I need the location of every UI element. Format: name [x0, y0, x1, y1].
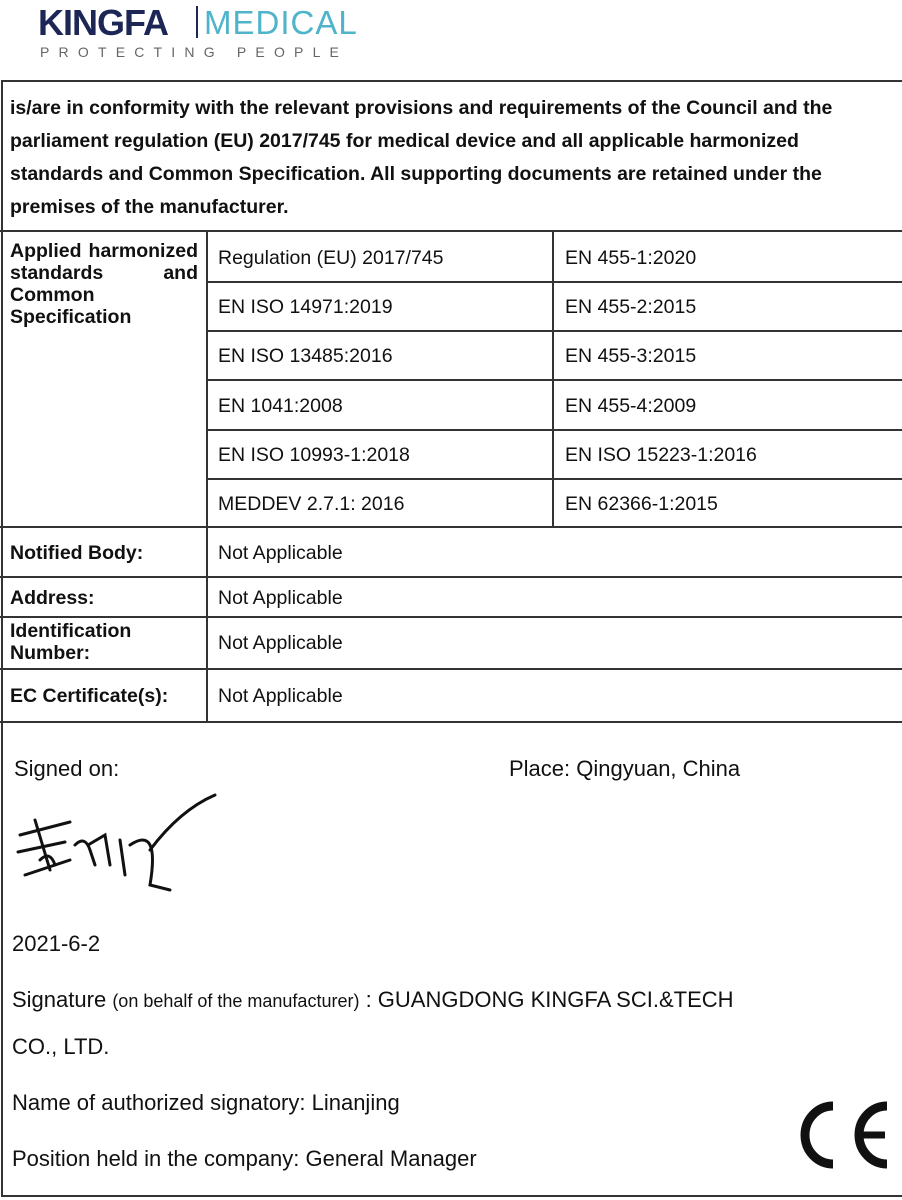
standard-cell: EN ISO 14971:2019	[218, 296, 393, 318]
ec-certificate-label: EC Certificate(s):	[10, 685, 169, 707]
standard-cell: Regulation (EU) 2017/745	[218, 247, 444, 269]
authorized-signatory: Name of authorized signatory: Linanjing	[12, 1090, 400, 1115]
conformity-statement: is/are in conformity with the relevant p…	[10, 97, 833, 218]
declaration-frame	[1, 80, 902, 1197]
position-held: Position held in the company: General Ma…	[12, 1146, 477, 1171]
notified-body-value: Not Applicable	[218, 542, 343, 564]
standard-cell: EN 62366-1:2015	[565, 493, 718, 515]
standard-cell: EN 455-3:2015	[565, 345, 697, 367]
kingfa-medical-logo: KINGFA MEDICAL PROTECTING PEOPLE	[38, 2, 358, 60]
standard-cell: EN ISO 13485:2016	[218, 345, 393, 367]
ec-certificate-value: Not Applicable	[218, 685, 343, 707]
signature-line: Signature (on behalf of the manufacturer…	[12, 987, 734, 1012]
signing-date: 2021-6-2	[12, 931, 101, 956]
address-label: Address:	[10, 587, 95, 609]
standard-cell: EN ISO 10993-1:2018	[218, 444, 410, 466]
handwritten-signature	[16, 793, 217, 892]
place: Place: Qingyuan, China	[509, 756, 741, 781]
standard-cell: EN ISO 15223-1:2016	[565, 444, 757, 466]
standard-cell: EN 455-4:2009	[565, 395, 697, 417]
notified-body-label: Notified Body:	[10, 542, 144, 564]
standards-label: Applied harmonized standards and Common …	[10, 240, 198, 328]
standard-cell: EN 455-1:2020	[565, 247, 697, 269]
identification-number-label: Identification Number:	[10, 620, 132, 664]
manufacturer-continued: CO., LTD.	[12, 1034, 110, 1059]
signed-on-label: Signed on:	[14, 756, 120, 781]
standard-cell: EN 1041:2008	[218, 395, 343, 417]
address-value: Not Applicable	[218, 587, 343, 609]
standard-cell: EN 455-2:2015	[565, 296, 697, 318]
standard-cell: MEDDEV 2.7.1: 2016	[218, 493, 405, 515]
ce-mark	[800, 1101, 888, 1169]
identification-number-value: Not Applicable	[218, 632, 343, 654]
